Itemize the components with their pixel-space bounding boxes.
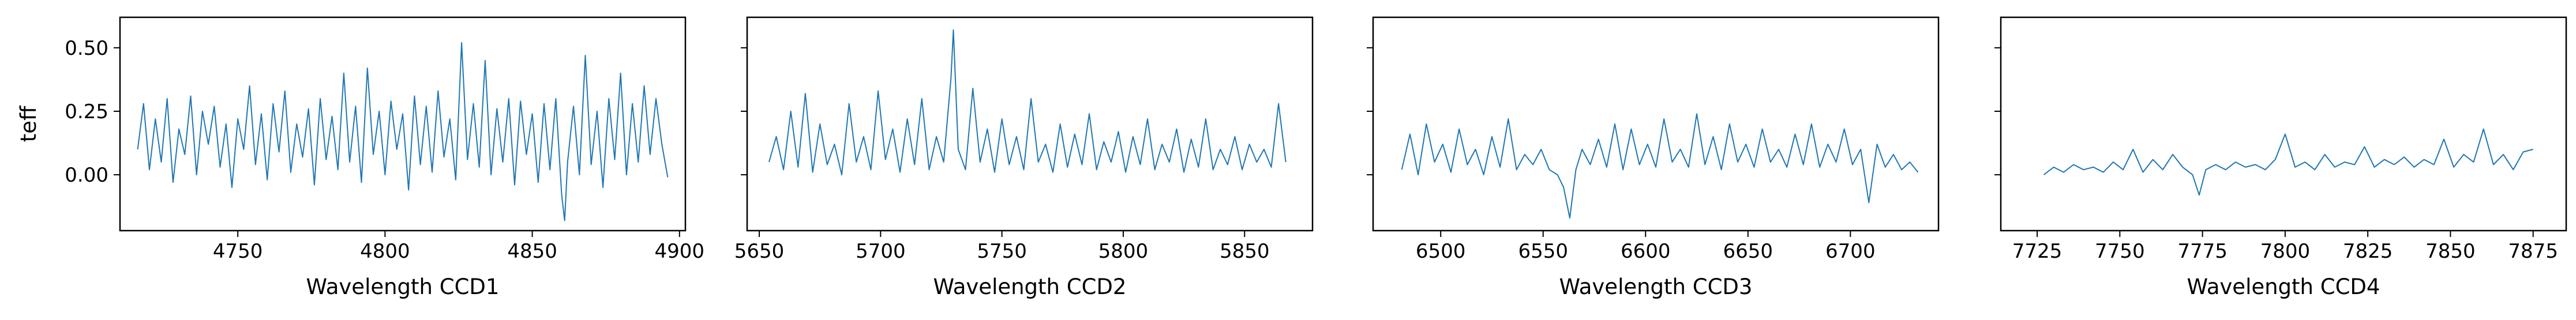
- axes-frame: [1372, 16, 1940, 232]
- x-tick-label: 5850: [1220, 240, 1270, 263]
- chart-panel-4: 7725 7750 7775 7800 7825 7850 7875 Wavelength C…: [1994, 16, 2567, 299]
- y-axis-label: teff: [16, 105, 41, 142]
- series-line-ccd3: [1401, 113, 1919, 219]
- series-line-ccd1: [137, 42, 669, 221]
- x-tick-label: 5750: [977, 240, 1027, 263]
- x-tick-label: 7825: [2343, 240, 2393, 263]
- x-axis-label: Wavelength CCD1: [306, 274, 500, 299]
- x-tick-label: 6600: [1621, 240, 1671, 263]
- y-tick-label: 0.25: [65, 100, 108, 123]
- x-axis-label: Wavelength CCD2: [933, 274, 1127, 299]
- series-line-ccd4: [2043, 128, 2533, 196]
- x-tick-label: 5650: [734, 240, 785, 263]
- x-tick-label: 5800: [1098, 240, 1149, 263]
- x-tick-label: 6550: [1518, 240, 1568, 263]
- x-tick-label: 4750: [213, 240, 263, 263]
- x-tick-label: 6650: [1723, 240, 1773, 263]
- chart-panel-1: 4750 4800 4850 4900 0.00 0.25 0.50 Wavelength C…: [16, 16, 705, 299]
- x-axis-label: Wavelength CCD4: [2187, 274, 2380, 299]
- x-tick-label: 6700: [1825, 240, 1876, 263]
- x-tick-label: 7800: [2260, 240, 2311, 263]
- x-tick-label: 6500: [1416, 240, 1466, 263]
- x-tick-label: 4850: [507, 240, 557, 263]
- series-line-ccd2: [768, 29, 1287, 176]
- axes-frame: [119, 16, 687, 232]
- chart-panel-3: 6500 6550 6600 6650 6700 Wavelength CCD3: [1367, 16, 1940, 299]
- x-tick-label: 7850: [2425, 240, 2476, 263]
- axes-frame: [746, 16, 1314, 232]
- x-tick-label: 7725: [2012, 240, 2063, 263]
- x-tick-label: 7875: [2508, 240, 2558, 263]
- x-tick-label: 7750: [2095, 240, 2145, 263]
- x-tick-label: 7775: [2177, 240, 2228, 263]
- y-tick-label: 0.50: [65, 37, 108, 60]
- x-tick-label: 4900: [655, 240, 705, 263]
- y-tick-label: 0.00: [65, 164, 108, 187]
- chart-panel-2: 5650 5700 5750 5800 5850 Wavelength CCD2: [734, 16, 1314, 299]
- x-tick-label: 5700: [856, 240, 906, 263]
- x-axis-label: Wavelength CCD3: [1559, 274, 1753, 299]
- x-tick-label: 4800: [360, 240, 410, 263]
- axes-frame: [2000, 16, 2567, 232]
